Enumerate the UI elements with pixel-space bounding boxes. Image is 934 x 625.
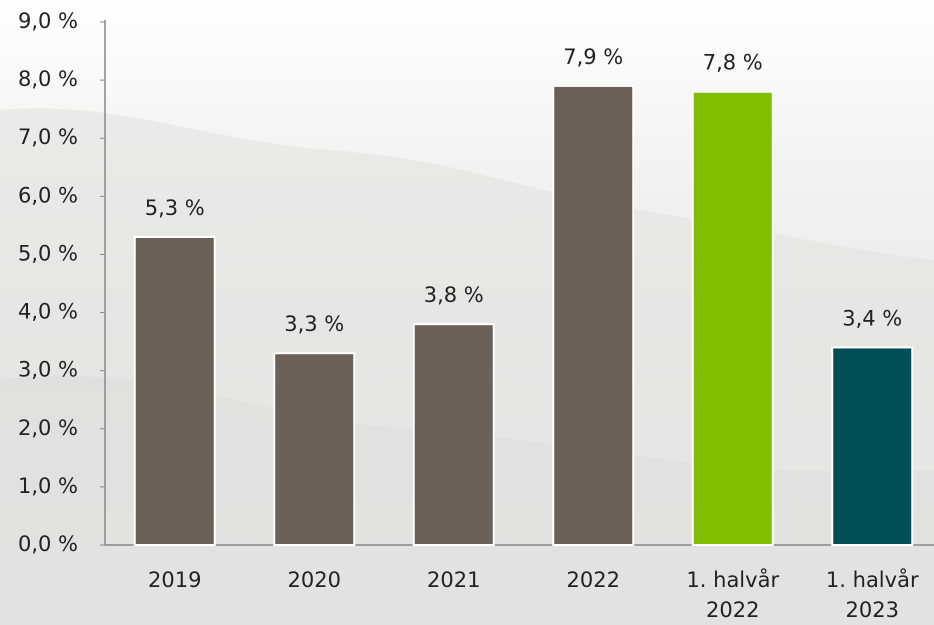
x-tick-label: 1. halvår 2022 (686, 568, 780, 622)
value-label: 3,8 % (424, 283, 484, 307)
bar (831, 346, 914, 546)
x-tick-label: 2021 (427, 568, 481, 592)
x-tick-label: 1. halvår 2023 (825, 568, 919, 622)
value-label: 7,9 % (563, 45, 623, 69)
bar (691, 90, 774, 546)
value-label: 5,3 % (145, 196, 205, 220)
value-label: 3,3 % (284, 312, 344, 336)
y-tick-label: 2,0 % (18, 416, 78, 440)
bar (552, 84, 635, 547)
value-label: 7,8 % (703, 51, 763, 75)
y-tick-label: 0,0 % (18, 532, 78, 556)
y-tick-label: 7,0 % (18, 125, 78, 149)
y-tick-label: 5,0 % (18, 241, 78, 265)
y-tick-label: 4,0 % (18, 300, 78, 324)
y-tick-label: 9,0 % (18, 9, 78, 33)
y-tick-label: 1,0 % (18, 474, 78, 498)
y-tick-label: 6,0 % (18, 183, 78, 207)
x-tick-label: 2019 (148, 568, 202, 592)
y-tick-label: 8,0 % (18, 67, 78, 91)
x-tick-label: 2020 (287, 568, 341, 592)
bar (412, 323, 495, 546)
bar (133, 236, 216, 546)
bar (273, 352, 356, 546)
value-label: 3,4 % (842, 306, 902, 330)
y-tick-label: 3,0 % (18, 358, 78, 382)
x-tick-label: 2022 (566, 568, 620, 592)
